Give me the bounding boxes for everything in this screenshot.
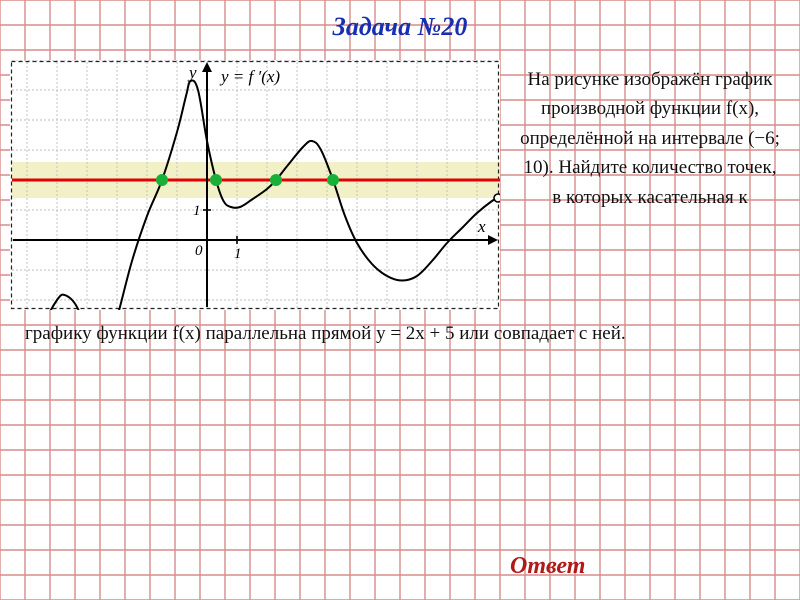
title-number: 20	[441, 12, 467, 41]
svg-text:y = f ′(x): y = f ′(x)	[219, 67, 280, 86]
problem-text-side: На рисунке изображён график производной …	[520, 65, 780, 212]
problem-text-continuation: графику функции f(x) параллельна прямой …	[25, 320, 765, 349]
answer-label: Ответ	[510, 553, 585, 580]
svg-text:0: 0	[195, 243, 203, 259]
svg-text:y: y	[187, 63, 197, 82]
chart-svg: y x y = f ′(x) 0 1 1	[10, 60, 500, 310]
problem-title: Задача №20	[333, 12, 468, 42]
svg-text:1: 1	[234, 246, 242, 262]
svg-text:1: 1	[193, 203, 201, 219]
derivative-graph: y x y = f ′(x) 0 1 1	[10, 60, 500, 310]
title-label: Задача №	[333, 12, 442, 41]
svg-text:x: x	[477, 217, 486, 236]
